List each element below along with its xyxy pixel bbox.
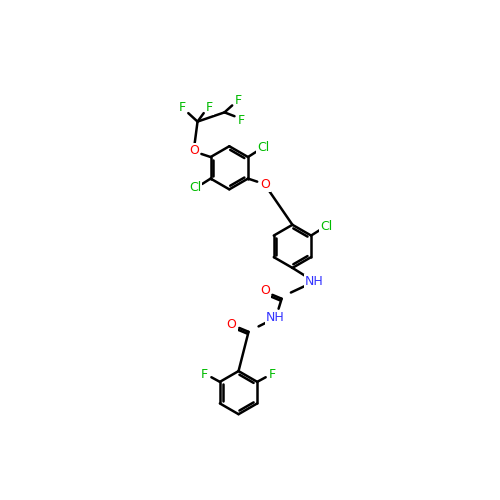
Text: F: F <box>201 368 208 380</box>
Text: Cl: Cl <box>320 220 332 233</box>
Text: NH: NH <box>266 312 285 324</box>
Text: NH: NH <box>304 276 324 288</box>
Text: Cl: Cl <box>189 182 202 194</box>
Text: F: F <box>178 101 186 114</box>
Text: O: O <box>260 284 270 298</box>
Text: O: O <box>226 318 236 330</box>
Text: O: O <box>189 144 198 158</box>
Text: O: O <box>260 178 270 191</box>
Text: F: F <box>235 94 242 108</box>
Text: Cl: Cl <box>257 142 270 154</box>
Text: F: F <box>238 114 245 126</box>
Text: F: F <box>269 368 276 380</box>
Text: F: F <box>206 101 212 114</box>
